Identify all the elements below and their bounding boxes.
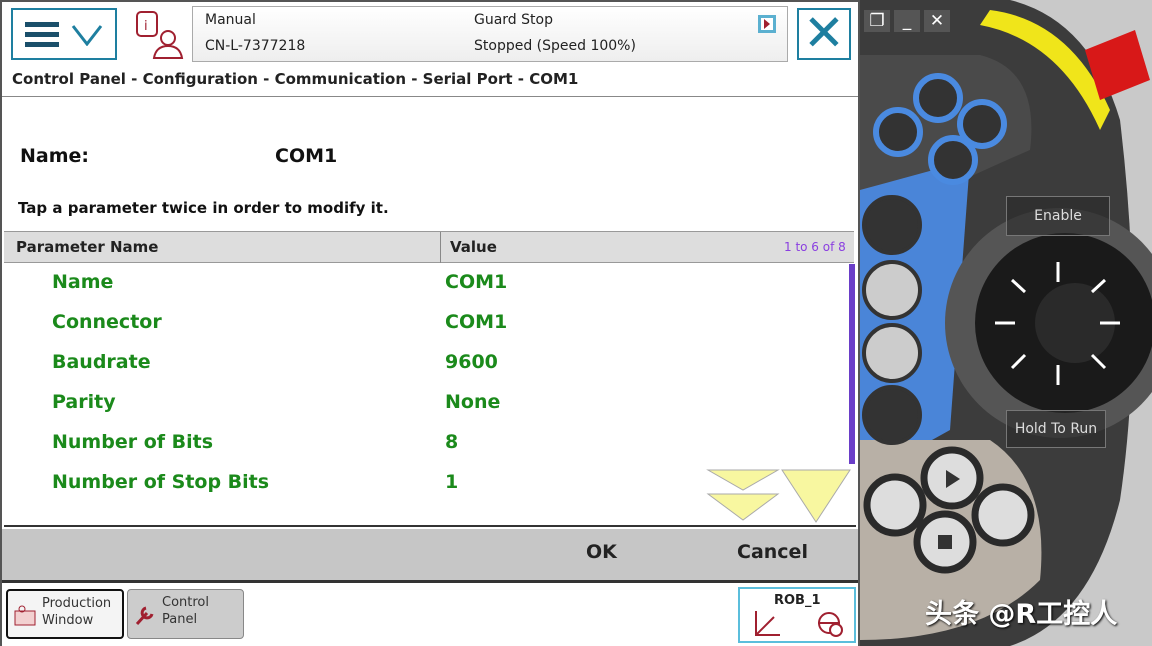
instance-name-value: COM1 — [275, 145, 338, 167]
grid-header: Parameter Name Value 1 to 6 of 8 — [4, 231, 854, 263]
page-down-icon[interactable] — [706, 469, 780, 521]
mode-keys[interactable] — [862, 195, 922, 445]
parameter-value: COM1 — [445, 271, 508, 293]
window-controls: ❐ _ ✕ — [864, 10, 950, 32]
table-row[interactable]: Parity None — [4, 385, 844, 425]
cancel-button[interactable]: Cancel — [737, 541, 808, 563]
pendant-hardware — [860, 0, 1152, 646]
parameter-value: 9600 — [445, 351, 498, 373]
svg-text:i: i — [144, 19, 148, 34]
close-icon: ✕ — [803, 4, 845, 62]
table-row[interactable]: Name COM1 — [4, 265, 844, 305]
scroll-end-icon[interactable] — [781, 469, 851, 523]
flexpendant-screen: i Manual CN-L-7377218 Guard Stop Stopped… — [0, 0, 860, 646]
parameter-value: 8 — [445, 431, 459, 453]
command-bar: OK Cancel — [2, 529, 858, 583]
operating-mode: Manual — [205, 12, 256, 28]
restore-button[interactable]: ❐ — [864, 10, 890, 32]
minimize-button[interactable]: _ — [894, 10, 920, 32]
parameter-name: Number of Stop Bits — [52, 471, 270, 493]
column-parameter-name: Parameter Name — [16, 238, 159, 256]
joystick-arrows-icon — [995, 262, 1120, 385]
instance-name-label: Name: — [20, 145, 90, 167]
parameter-value: 1 — [445, 471, 459, 493]
custom-keys[interactable] — [873, 73, 1007, 185]
parameter-value: None — [445, 391, 501, 413]
task-production-window[interactable]: Production Window — [6, 589, 124, 639]
event-log-icon[interactable]: i — [134, 10, 184, 60]
task-label: Control Panel — [162, 595, 209, 627]
parameter-name: Number of Bits — [52, 431, 214, 453]
coordinate-system-icon — [755, 611, 780, 636]
production-window-icon — [14, 605, 36, 626]
enable-button[interactable]: Enable — [1006, 196, 1110, 236]
increment-icon — [818, 612, 843, 637]
row-count: 1 to 6 of 8 — [784, 240, 846, 254]
parameter-grid: Parameter Name Value 1 to 6 of 8 Name COM… — [4, 231, 856, 527]
parameter-value: COM1 — [445, 311, 508, 333]
hold-to-run-button[interactable]: Hold To Run — [1006, 410, 1106, 448]
top-bar: i Manual CN-L-7377218 Guard Stop Stopped… — [2, 2, 858, 66]
guard-state: Guard Stop — [474, 12, 553, 28]
stop-status-icon — [758, 15, 776, 33]
window-close-button[interactable]: ✕ — [924, 10, 950, 32]
breadcrumb: Control Panel - Configuration - Communic… — [12, 70, 579, 88]
parameter-name: Connector — [52, 311, 162, 333]
status-bar[interactable]: Manual CN-L-7377218 Guard Stop Stopped (… — [192, 6, 788, 62]
parameter-name: Baudrate — [52, 351, 151, 373]
table-row[interactable]: Connector COM1 — [4, 305, 844, 345]
controller-name: CN-L-7377218 — [205, 38, 306, 54]
instruction-text: Tap a parameter twice in order to modify… — [18, 199, 389, 217]
hamburger-icon — [25, 22, 59, 47]
scrollbar[interactable] — [849, 264, 855, 464]
mechanical-unit-label: ROB_1 — [774, 593, 821, 608]
close-button[interactable]: ✕ — [797, 8, 851, 60]
column-value: Value — [440, 232, 855, 263]
table-row[interactable]: Number of Bits 8 — [4, 425, 844, 465]
wrench-icon — [135, 606, 154, 626]
quickset-button[interactable]: ROB_1 — [738, 587, 856, 643]
table-row[interactable]: Baudrate 9600 — [4, 345, 844, 385]
parameter-name: Parity — [52, 391, 116, 413]
chevron-down-icon — [71, 25, 103, 46]
ok-button[interactable]: OK — [586, 541, 617, 563]
divider — [2, 96, 858, 97]
table-row[interactable]: Number of Stop Bits 1 — [4, 465, 844, 505]
emergency-stop-button[interactable] — [1085, 30, 1150, 100]
program-keys[interactable] — [863, 446, 1035, 574]
taskbar: Production Window Control Panel ROB_1 — [2, 586, 858, 646]
scroll-down-buttons[interactable] — [704, 468, 854, 526]
run-state: Stopped (Speed 100%) — [474, 38, 636, 54]
task-label: Production Window — [42, 596, 112, 628]
watermark: 头条 @R工控人 — [925, 599, 1118, 630]
abb-menu-button[interactable] — [11, 8, 117, 60]
parameter-name: Name — [52, 271, 114, 293]
task-control-panel[interactable]: Control Panel — [127, 589, 244, 639]
